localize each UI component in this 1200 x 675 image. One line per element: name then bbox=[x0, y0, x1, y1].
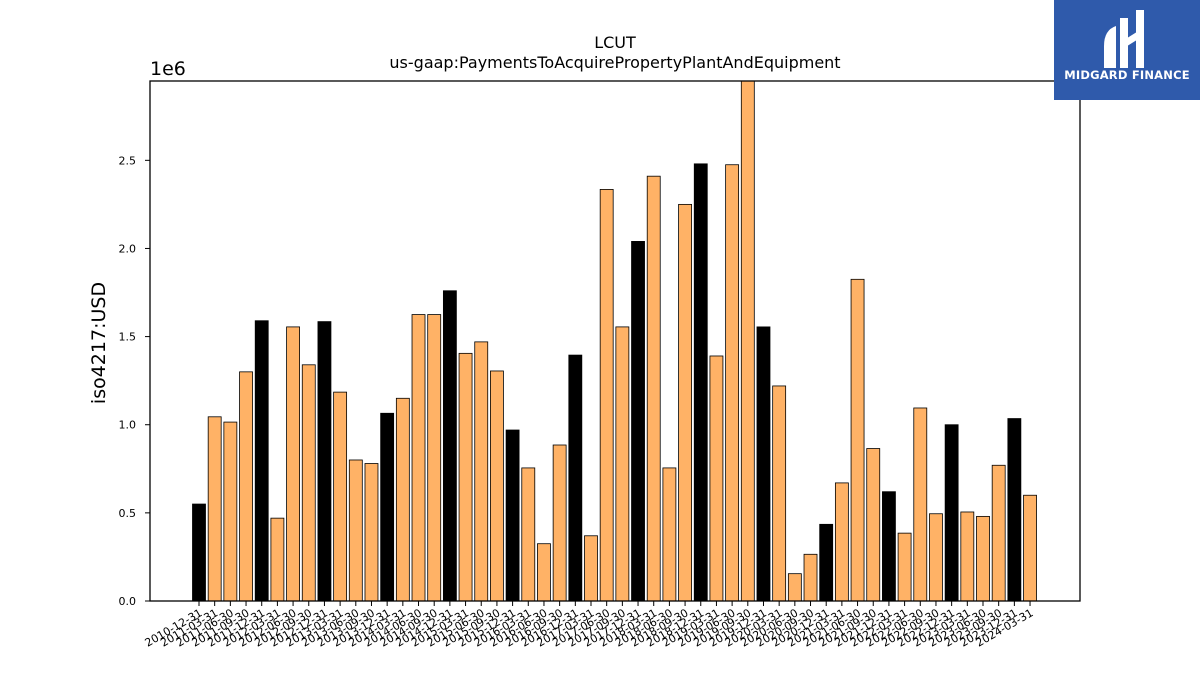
bar-2023-09-30 bbox=[991, 464, 1006, 602]
bar-2012-06-30 bbox=[286, 326, 300, 602]
bar-2019-06-30 bbox=[725, 164, 740, 602]
y-tick-label: 1.5 bbox=[119, 331, 137, 344]
bar-2020-06-30 bbox=[787, 573, 802, 602]
bar-2017-06-30 bbox=[599, 189, 614, 602]
y-axis: 0.0 0.5 1.0 1.5 2.0 2.5 bbox=[119, 154, 150, 608]
bar-2010-12-31 bbox=[192, 503, 206, 602]
bar-2015-09-30 bbox=[490, 370, 504, 602]
bar-2014-12-31 bbox=[442, 290, 457, 602]
y-tick-label: 0.0 bbox=[119, 595, 137, 608]
bar-2018-06-30 bbox=[662, 467, 677, 602]
bar-2020-09-30 bbox=[803, 553, 818, 602]
brand-logo: MIDGARD FINANCE bbox=[1054, 0, 1200, 100]
bar-2024-03-31 bbox=[1023, 494, 1037, 602]
bar-2013-09-30 bbox=[364, 463, 379, 602]
y-tick-label: 2.0 bbox=[119, 242, 137, 255]
bar-2015-12-31 bbox=[505, 429, 520, 602]
bar-2022-09-30 bbox=[929, 513, 943, 602]
bar-2018-09-30 bbox=[678, 203, 692, 602]
bar-2021-03-31 bbox=[834, 482, 849, 602]
bar-2020-03-31 bbox=[772, 385, 787, 602]
bar-2016-12-31 bbox=[568, 354, 583, 602]
y-tick-label: 0.5 bbox=[119, 507, 137, 520]
bar-2014-03-31 bbox=[395, 397, 410, 602]
chart-subtitle: us-gaap:PaymentsToAcquirePropertyPlantAn… bbox=[389, 53, 840, 72]
bar-2021-09-30 bbox=[866, 448, 881, 602]
bar-2011-09-30 bbox=[239, 371, 253, 602]
bar-2013-06-30 bbox=[348, 459, 363, 602]
bar-2016-06-30 bbox=[537, 543, 551, 602]
bar-2019-09-30 bbox=[740, 80, 755, 602]
bar-2017-03-31 bbox=[584, 535, 598, 602]
x-axis: 2010-12-312011-03-312011-06-302011-09-30… bbox=[143, 601, 1036, 650]
bar-2023-06-30 bbox=[976, 515, 990, 602]
bar-2018-03-31 bbox=[646, 175, 661, 602]
y-tick-label: 2.5 bbox=[119, 154, 137, 167]
bar-2016-09-30 bbox=[552, 444, 567, 602]
bar-2013-03-31 bbox=[333, 391, 348, 602]
bar-2023-12-31 bbox=[1007, 418, 1022, 602]
bar-2022-03-31 bbox=[897, 532, 912, 602]
y-axis-label: iso4217:USD bbox=[88, 282, 110, 404]
chart-title: LCUT bbox=[594, 33, 636, 52]
bar-2012-03-31 bbox=[270, 517, 285, 602]
bar-2011-06-30 bbox=[223, 421, 238, 602]
bar-2022-06-30 bbox=[913, 407, 928, 602]
y-tick-label: 1.0 bbox=[119, 419, 137, 432]
bar-2017-09-30 bbox=[615, 326, 630, 602]
bar-2013-12-31 bbox=[380, 412, 395, 602]
bar-2011-12-31 bbox=[254, 320, 269, 602]
bar-2017-12-31 bbox=[631, 241, 645, 602]
bar-2012-12-31 bbox=[317, 321, 332, 602]
bar-2015-03-31 bbox=[458, 352, 473, 602]
logo-mark-icon bbox=[1104, 10, 1144, 68]
bar-2020-12-31 bbox=[819, 523, 834, 602]
plot-frame bbox=[149, 80, 1081, 602]
bar-2014-09-30 bbox=[427, 314, 442, 602]
bar-2016-03-31 bbox=[521, 467, 536, 602]
bar-2021-06-30 bbox=[850, 278, 865, 602]
bar-2022-12-31 bbox=[944, 424, 959, 602]
bar-2014-06-30 bbox=[411, 314, 426, 602]
bar-series bbox=[192, 80, 1037, 602]
bar-2019-03-31 bbox=[709, 355, 724, 602]
y-scale-label: 1e6 bbox=[150, 58, 186, 80]
bar-2015-06-30 bbox=[474, 341, 489, 602]
bar-2023-03-31 bbox=[960, 511, 975, 602]
bar-2021-12-31 bbox=[882, 491, 896, 602]
bar-2018-12-31 bbox=[693, 163, 708, 602]
bar-2019-12-31 bbox=[756, 326, 771, 602]
logo-text: MIDGARD FINANCE bbox=[1064, 68, 1190, 82]
bar-2011-03-31 bbox=[207, 416, 222, 602]
bar-2012-09-30 bbox=[301, 364, 316, 602]
